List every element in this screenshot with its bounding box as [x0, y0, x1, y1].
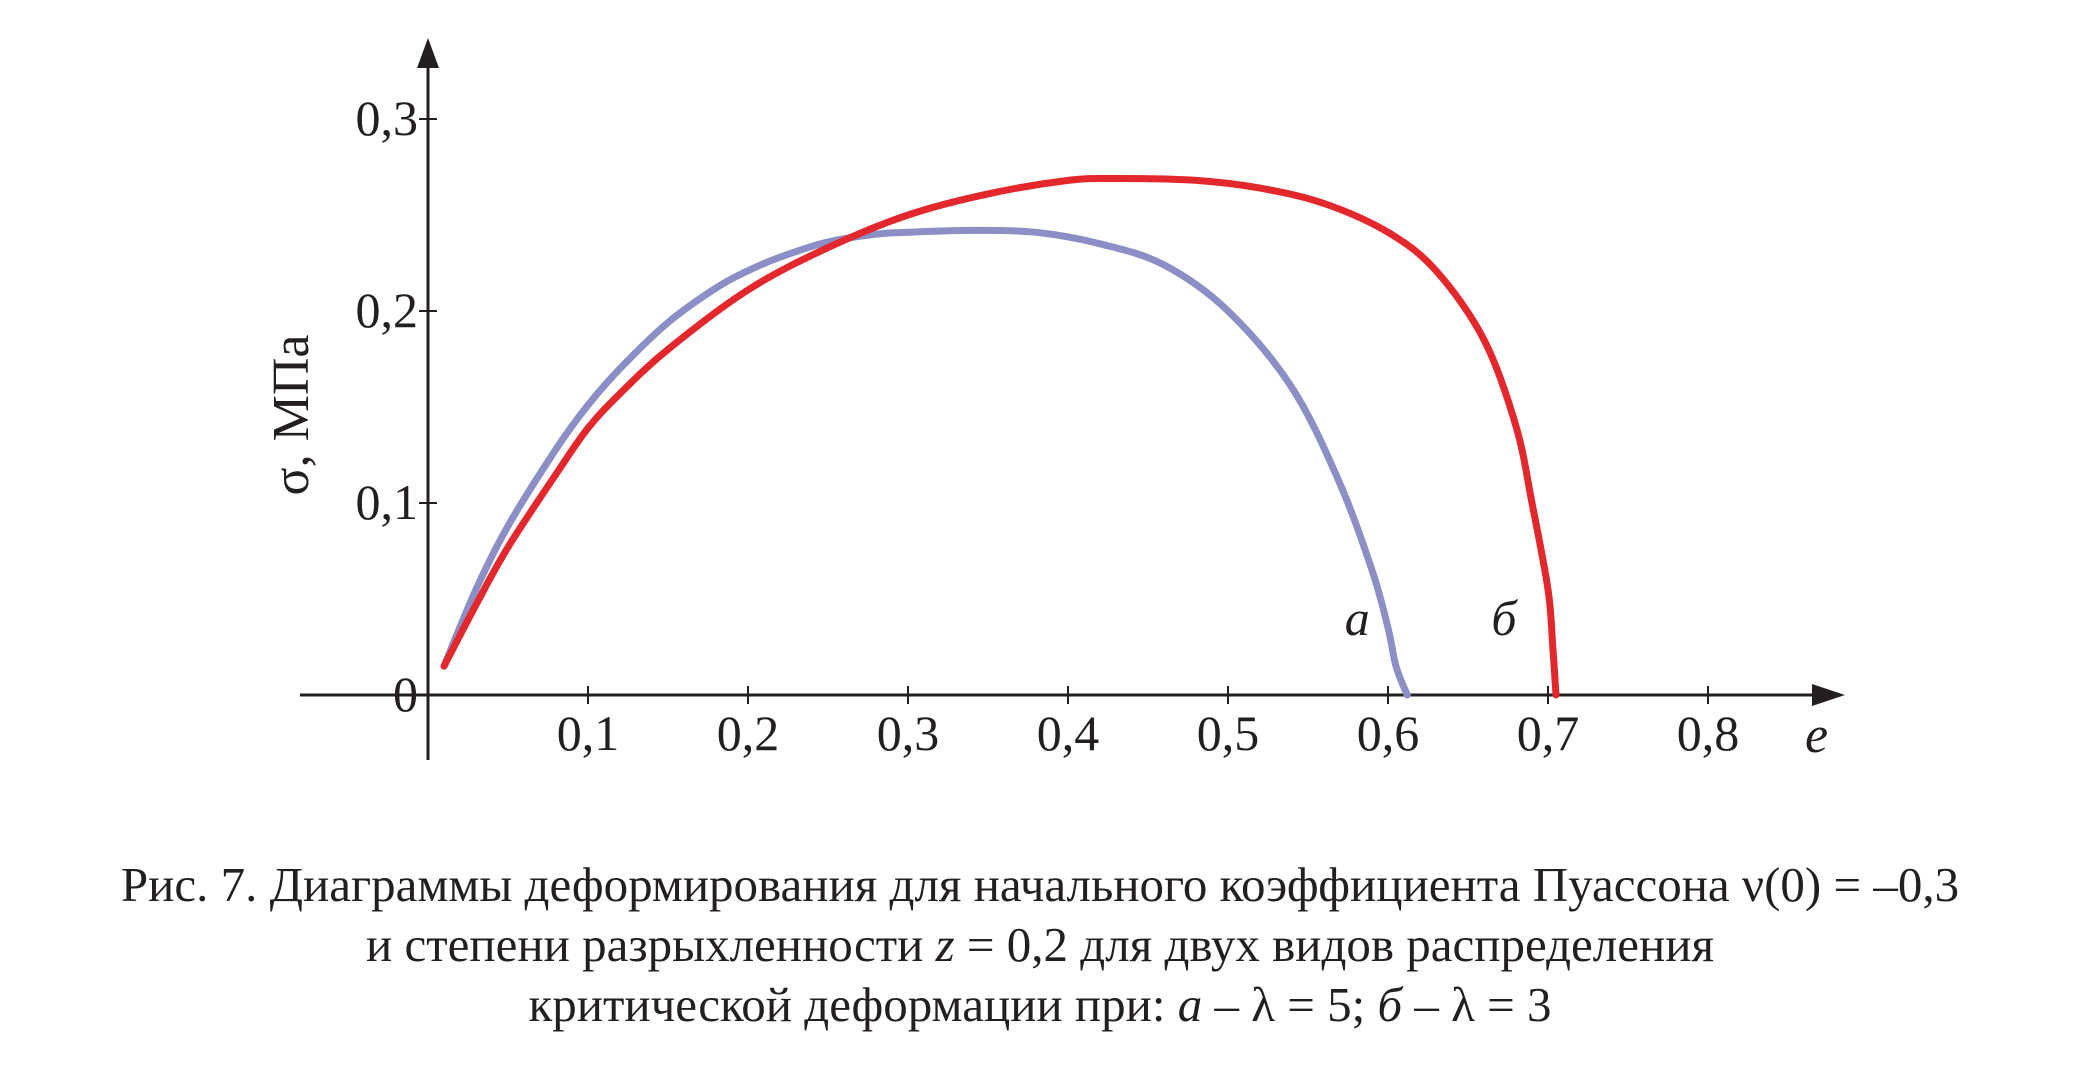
x-tick-label: 0,2 — [717, 705, 780, 761]
caption-line-1: Рис. 7. Диаграммы деформирования для нач… — [120, 857, 1960, 912]
x-tick-label: 0,4 — [1037, 705, 1100, 761]
y-tick-label: 0,3 — [356, 90, 419, 146]
x-axis-arrow — [1812, 684, 1845, 706]
x-tick-label: 0,1 — [557, 705, 620, 761]
series-a-label: а — [1345, 590, 1370, 646]
figure-caption: Рис. 7. Диаграммы деформирования для нач… — [40, 855, 2040, 1035]
x-tick-label: 0,5 — [1197, 705, 1260, 761]
y-axis-label: σ, МПа — [263, 335, 320, 496]
caption-line-3: критической деформации при: а – λ = 5; б… — [528, 977, 1552, 1032]
y-tick-label: 0,2 — [356, 282, 419, 338]
x-tick-label: 0,3 — [877, 705, 940, 761]
tick-marks — [419, 118, 1709, 704]
chart-axes — [300, 38, 1845, 760]
y-axis-arrow — [417, 38, 439, 68]
y-tick-label: 0,1 — [356, 474, 419, 530]
tick-labels: 0,1 0,2 0,3 0,4 0,5 0,6 0,7 0,8 0 0,1 0,2 0,3 — [356, 90, 1740, 761]
series-b-label: б — [1491, 590, 1518, 646]
series-b-line — [440, 174, 1560, 699]
caption-line-2: и степени разрыхленности z = 0,2 для дву… — [366, 917, 1714, 972]
x-tick-label: 0,8 — [1677, 705, 1740, 761]
series-a-line — [440, 226, 1411, 699]
x-tick-label: 0,7 — [1517, 705, 1580, 761]
y-tick-label: 0 — [393, 666, 418, 722]
x-tick-label: 0,6 — [1357, 705, 1420, 761]
x-axis-label: e — [1805, 707, 1828, 764]
